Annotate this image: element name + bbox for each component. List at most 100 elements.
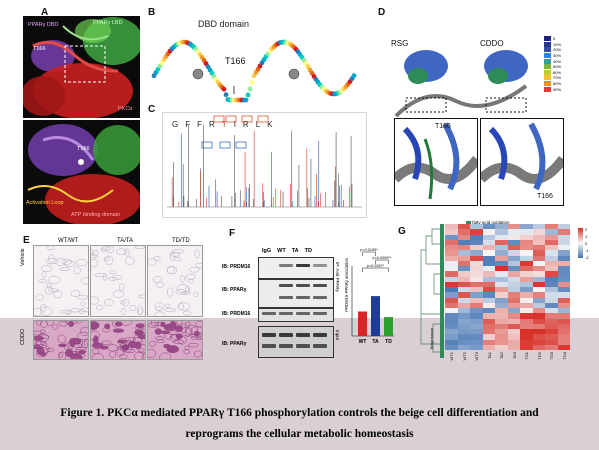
- peptide-sequence: G F F R T I R L K: [172, 120, 273, 129]
- heatmap-cell: [545, 271, 558, 277]
- dbd-bead: [247, 86, 253, 92]
- heatmap-cell: [545, 292, 558, 298]
- heatmap-cell: [557, 245, 570, 251]
- heatmap-cell: [532, 276, 545, 282]
- histology-tile: [33, 320, 89, 360]
- heatmap-cell: [520, 229, 533, 235]
- heatmap-cell: [557, 292, 570, 298]
- heatmap-cell: [457, 271, 470, 277]
- lane-td: TD: [304, 248, 313, 254]
- heatmap-cell: [470, 229, 483, 235]
- heatmap-cell: [470, 287, 483, 293]
- residue-2: F: [185, 120, 191, 129]
- residue-4: R: [209, 120, 215, 129]
- heatmap-cell: [470, 276, 483, 282]
- residue-7: R: [242, 120, 249, 129]
- legend-swatch: [544, 64, 551, 70]
- heatmap-cell: [495, 292, 508, 298]
- panel-e-label: E: [23, 235, 30, 246]
- residue-9: K: [267, 120, 273, 129]
- residue-6: I: [233, 120, 236, 129]
- heatmap-cell: [482, 297, 495, 303]
- heatmap-cell: [520, 276, 533, 282]
- protein-structure-top-image: [23, 17, 140, 118]
- heatmap-cell: [495, 329, 508, 335]
- legend-value: 70%: [553, 75, 562, 81]
- dbd-bead: [351, 73, 357, 79]
- heatmap-cell: [545, 318, 558, 324]
- heatmap-cell: [457, 308, 470, 314]
- heatmap-cell: [557, 260, 570, 267]
- heatmap-cell: [557, 255, 570, 261]
- heatmap-cell: [482, 318, 495, 324]
- blot-label-2: IB: PPARγ: [222, 287, 247, 293]
- heatmap-cell: [520, 281, 533, 288]
- heatmap-cell: [470, 329, 483, 335]
- heatmap-cell: [507, 276, 520, 282]
- dbd-bead: [223, 92, 229, 98]
- blot-band: [262, 312, 276, 315]
- heatmap-cell: [557, 308, 570, 314]
- heatmap-cell: [445, 329, 458, 335]
- t166-label-a-bottom: T166: [77, 146, 90, 152]
- heatmap-cell: [482, 224, 495, 230]
- blot-band: [262, 333, 276, 337]
- heatmap-cell: [470, 250, 483, 256]
- heatmap-grid: [445, 224, 570, 351]
- heatmap-cell: [532, 339, 545, 345]
- legend-row: 70%: [544, 75, 596, 81]
- heatmap-cell: [457, 334, 470, 340]
- heatmap-cell: [445, 234, 458, 240]
- heatmap-cell: [507, 318, 520, 324]
- legend-row: 60%: [544, 69, 596, 76]
- fatty-acid-legend: fatty acid oxidation: [466, 220, 510, 225]
- heatmap-cell: [545, 245, 558, 251]
- legend-value: 50%: [553, 64, 562, 70]
- blot-band: [279, 344, 293, 348]
- heatmap-cell: [445, 260, 458, 267]
- heatmap-cell: [520, 339, 533, 345]
- blot-band: [296, 344, 310, 348]
- heatmap-cell: [457, 255, 470, 261]
- heatmap-cell: [507, 302, 520, 309]
- heatmap-cell: [457, 266, 470, 272]
- panel-d-label: D: [378, 7, 386, 18]
- bar-chart-ylabel: PRDM16-PPARγ association: [344, 258, 349, 312]
- row-cddo: CDDO: [20, 328, 26, 345]
- heatmap-colorbar: [578, 228, 583, 258]
- heatmap-cell: [532, 287, 545, 293]
- heatmap-cell: [482, 260, 495, 267]
- heatmap-cell: [532, 292, 545, 298]
- heatmap-cell: [520, 260, 533, 267]
- heatmap-cell: [507, 334, 520, 340]
- heatmap-cell: [482, 287, 495, 293]
- heatmap-cell: [545, 297, 558, 303]
- heatmap-cell: [495, 260, 508, 267]
- legend-swatch: [544, 69, 551, 75]
- heatmap-cell: [557, 250, 570, 256]
- heatmap-column-label: TD4: [561, 352, 567, 360]
- heatmap-cell: [557, 234, 570, 240]
- heatmap-cell: [545, 323, 558, 330]
- heatmap-cell: [470, 344, 483, 351]
- legend-swatch: [544, 86, 551, 92]
- legend-value: 30%: [553, 53, 562, 59]
- heatmap-cell: [557, 287, 570, 293]
- heatmap-cell: [457, 281, 470, 288]
- heatmap-cell: [507, 229, 520, 235]
- panel-a-bottom-structure: T166 Activation Loop ATP binding domain: [23, 120, 140, 224]
- heatmap-cell: [545, 344, 558, 351]
- heatmap-cell: [457, 318, 470, 324]
- heatmap-cell: [457, 239, 470, 246]
- heatmap-cell: [445, 250, 458, 256]
- heatmap-cell: [545, 334, 558, 340]
- heatmap-cell: [507, 224, 520, 230]
- heatmap-cell: [532, 318, 545, 324]
- col-tata: TA/TA: [117, 238, 134, 244]
- heatmap-cell: [482, 266, 495, 272]
- heatmap-cell: [545, 239, 558, 246]
- side-label-ip: IP: Anti-PPARγ: [335, 262, 340, 292]
- histology-tile: [33, 245, 89, 317]
- bar-label-wt: WT: [359, 339, 367, 345]
- significance-bracket: [375, 259, 389, 264]
